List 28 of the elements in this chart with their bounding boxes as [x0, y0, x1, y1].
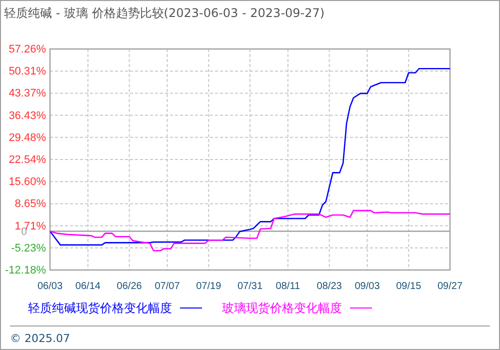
- legend-label: 轻质纯碱现货价格变化幅度: [28, 301, 172, 315]
- ref-line-label: 0: [20, 227, 28, 238]
- line-series: [49, 68, 451, 246]
- y-tick-label: -12.18%: [5, 264, 46, 277]
- x-tick-label: 07/19: [196, 281, 222, 292]
- x-tick-label: 07/07: [154, 281, 180, 292]
- y-tick-label: 43.37%: [8, 88, 46, 100]
- x-tick-label: 08/11: [276, 281, 301, 292]
- y-tick-label: 57.26%: [8, 44, 46, 56]
- x-tick-label: 06/03: [37, 281, 63, 292]
- x-tick-label: 06/26: [116, 281, 142, 292]
- y-tick-label: 22.54%: [8, 154, 46, 166]
- y-tick-label: 29.48%: [8, 132, 46, 144]
- x-tick-label: 08/23: [316, 281, 342, 292]
- y-tick-label: 50.31%: [8, 66, 46, 78]
- y-tick-label: -5.23%: [11, 242, 46, 254]
- x-tick-label: 07/31: [237, 281, 263, 292]
- x-tick-label: 06/14: [75, 281, 101, 292]
- y-tick-label: 36.43%: [8, 110, 46, 122]
- chart-title: 轻质纯碱 - 玻璃 价格趋势比较(2023-06-03 - 2023-09-27): [4, 6, 325, 20]
- y-tick-label: 15.60%: [8, 176, 46, 188]
- x-tick-label: 09/03: [354, 281, 380, 292]
- legend-label: 玻璃现货价格变化幅度: [222, 301, 342, 315]
- text: © 2025.07: [10, 332, 70, 345]
- y-tick-label: 8.65%: [14, 198, 46, 210]
- x-tick-label: 09/15: [396, 281, 422, 292]
- line-series: [49, 210, 451, 252]
- x-tick-label: 09/27: [437, 281, 463, 292]
